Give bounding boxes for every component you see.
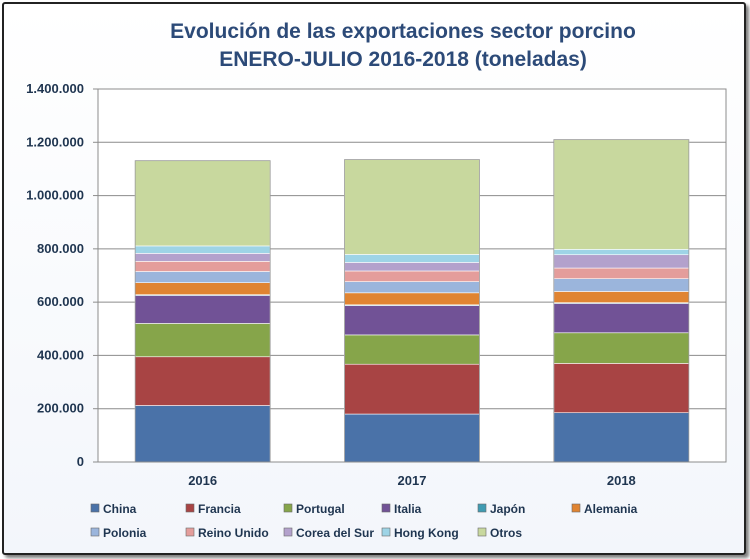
bar-segment-otros [553,139,690,250]
bar-segment-alemania [134,282,271,295]
bar-segment-italia [344,305,480,336]
legend-swatch [381,527,391,537]
bar-segment-polonia [134,271,271,283]
bar-stack-2018 [553,139,690,463]
bar-segment-hong-kong [344,254,480,263]
legend-item-hong-kong: Hong Kong [381,526,459,540]
y-tick-label: 1.000.000 [26,188,84,203]
y-tick-label: 600.000 [37,294,84,309]
legend-label: Otros [490,526,522,540]
legend-item-polonia: Polonia [90,526,147,540]
y-axis: 0 200.000 400.000 600.000 800.000 1.000.000 1.… [26,81,99,469]
bar-segment-china [134,405,271,463]
bar-segment-otros [344,159,480,255]
legend-item-portugal: Portugal [283,502,345,516]
legend-swatch [185,527,195,537]
legend-swatch [571,503,581,513]
legend-item-francia: Francia [185,502,241,516]
bar-segment-portugal [553,332,690,364]
legend: China Francia Portugal Italia Japón Alemania P… [90,502,638,540]
bar-segment-portugal [344,334,480,365]
legend-swatch [477,503,487,513]
legend-label: Polonia [103,526,147,540]
bar-segment-hong-kong [553,249,690,256]
y-tick-label: 1.200.000 [26,134,84,149]
bar-stack-2017 [344,159,480,463]
bar-segment-corea-del-sur [134,253,271,262]
legend-label: Hong Kong [394,526,459,540]
legend-swatch [283,527,293,537]
legend-swatch [381,503,391,513]
legend-swatch [185,503,195,513]
x-tick-label: 2016 [188,473,217,488]
bar-segment-portugal [134,323,271,358]
chart-subtitle: ENERO-JULIO 2016-2018 (toneladas) [219,48,587,71]
bar-segment-italia [553,303,690,334]
legend-swatch [90,503,100,513]
bar-segment-francia [553,363,690,414]
bar-segment-alemania [344,292,480,306]
bar-segment-francia [344,363,480,415]
legend-label: Portugal [296,502,345,516]
bar-segment-reino-unido [344,270,480,282]
x-tick-label: 2017 [398,473,427,488]
legend-item-reino-unido: Reino Unido [185,526,269,540]
legend-label: Italia [394,502,422,516]
y-tick-label: 400.000 [37,347,84,362]
legend-label: China [103,502,137,516]
bar-segment-reino-unido [553,267,690,279]
y-tick-label: 800.000 [37,241,84,256]
y-tick-label: 0 [77,454,84,469]
legend-label: Alemania [584,502,638,516]
chart-title: Evolución de las exportaciones sector po… [170,20,636,43]
bar-segment-alemania [553,291,690,303]
legend-label: Reino Unido [198,526,269,540]
y-tick-label: 1.400.000 [26,81,84,96]
legend-item-italia: Italia [381,502,422,516]
bar-segment-corea-del-sur [553,254,690,269]
bar-segment-italia [134,295,271,324]
x-tick-label: 2018 [607,473,636,488]
bar-segment-china [344,413,480,463]
legend-item-corea-del-sur: Corea del Sur [283,526,374,540]
legend-label: Francia [198,502,241,516]
legend-swatch [477,527,487,537]
bar-segment-otros [134,160,271,247]
y-tick-label: 200.000 [37,401,84,416]
legend-item-japón: Japón [477,502,525,516]
bar-segment-corea-del-sur [344,262,480,272]
bar-segment-china [553,412,690,463]
legend-swatch [90,527,100,537]
bar-segment-polonia [553,278,690,292]
legend-swatch [283,503,293,513]
legend-item-china: China [90,502,137,516]
bar-segment-reino-unido [134,261,271,272]
legend-label: Japón [490,502,525,516]
bar-segment-francia [134,356,271,406]
legend-label: Corea del Sur [296,526,374,540]
x-axis: 2016 2017 2018 [98,461,726,488]
bar-segment-polonia [344,281,480,294]
legend-item-otros: Otros [477,526,522,540]
bar-stack-2016 [134,160,271,463]
bar-segment-hong-kong [134,245,271,254]
bars [134,139,690,463]
legend-item-alemania: Alemania [571,502,638,516]
